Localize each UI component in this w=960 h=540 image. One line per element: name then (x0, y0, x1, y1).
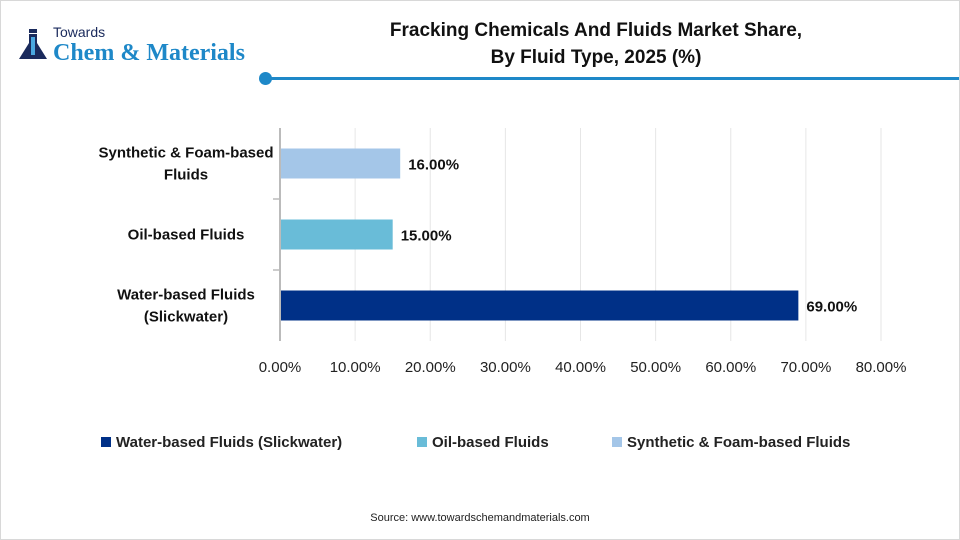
data-label: 16.00% (408, 157, 459, 174)
x-tick-label: 80.00% (856, 359, 907, 376)
legend-label: Water-based Fluids (Slickwater) (116, 434, 342, 451)
title-rule (267, 77, 959, 80)
bar (281, 148, 401, 179)
chart-title: Fracking Chemicals And Fluids Market Sha… (301, 17, 891, 71)
bar-chart: 0.00% 10.00% 20.00% 30.00% 40.00% 50.00% 60.00… (98, 128, 907, 451)
x-tick-label: 70.00% (780, 359, 831, 376)
x-tick-label: 40.00% (555, 359, 606, 376)
x-tick-label: 0.00% (259, 359, 302, 376)
x-tick-label: 60.00% (705, 359, 756, 376)
x-tick-label: 10.00% (330, 359, 381, 376)
logo-text-top: Towards (53, 24, 106, 40)
bar (281, 219, 393, 250)
legend-swatch (612, 437, 622, 447)
category-label: Oil-based Fluids (128, 227, 245, 244)
title-rule-dot (259, 72, 272, 85)
logo-text-main: Chem & Materials (53, 40, 245, 66)
logo: Towards Chem & Materials (17, 24, 257, 66)
data-label: 15.00% (401, 228, 452, 245)
flask-icon (19, 29, 47, 59)
bar (281, 290, 799, 321)
x-tick-label: 50.00% (630, 359, 681, 376)
category-label: Fluids (164, 167, 208, 184)
legend-swatch (101, 437, 111, 447)
x-tick-label: 30.00% (480, 359, 531, 376)
legend-label: Synthetic & Foam-based Fluids (627, 434, 850, 451)
title-line-2: By Fluid Type, 2025 (%) (490, 47, 702, 68)
data-label: 69.00% (806, 299, 857, 316)
source-note: Source: www.towardschemandmaterials.com (370, 512, 590, 524)
category-label: Synthetic & Foam-based (98, 145, 273, 162)
category-label: (Slickwater) (144, 309, 228, 326)
legend-label: Oil-based Fluids (432, 434, 549, 451)
category-label: Water-based Fluids (117, 287, 255, 304)
x-tick-label: 20.00% (405, 359, 456, 376)
title-line-1: Fracking Chemicals And Fluids Market Sha… (389, 20, 803, 41)
legend-swatch (417, 437, 427, 447)
